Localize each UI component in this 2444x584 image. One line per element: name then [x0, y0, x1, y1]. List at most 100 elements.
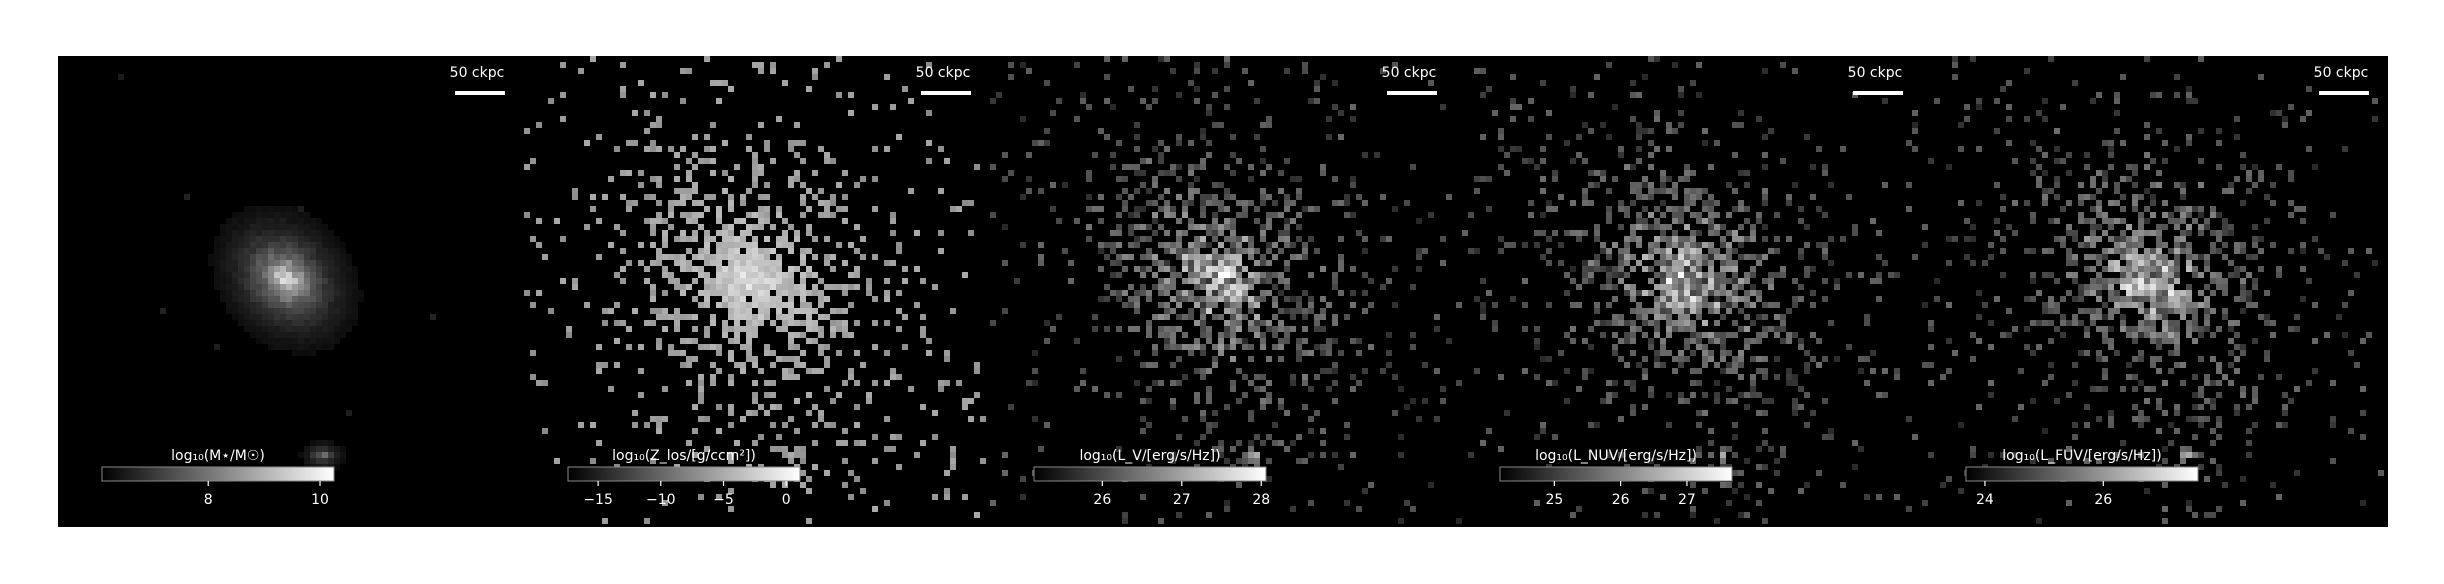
pixel — [1474, 68, 1480, 74]
pixel — [286, 248, 292, 254]
pixel — [1804, 224, 1810, 230]
pixel — [2162, 410, 2168, 416]
pixel — [322, 284, 328, 290]
pixel — [268, 224, 274, 230]
pixel — [524, 164, 530, 170]
pixel — [1988, 254, 1994, 260]
pixel — [674, 308, 680, 314]
pixel — [836, 242, 842, 248]
pixel — [1744, 314, 1750, 320]
pixel — [1552, 434, 1558, 440]
pixel-map — [1456, 56, 1918, 524]
pixel — [280, 206, 286, 212]
pixel — [692, 314, 698, 320]
pixel — [1582, 158, 1588, 164]
pixel — [322, 458, 328, 464]
pixel — [728, 380, 734, 386]
pixel — [1666, 272, 1672, 278]
pixel — [2144, 188, 2150, 194]
pixel — [2030, 320, 2036, 326]
pixel — [2132, 248, 2138, 254]
pixel — [836, 182, 842, 188]
pixel — [1498, 134, 1504, 140]
pixel — [806, 338, 812, 344]
pixel — [824, 260, 830, 266]
pixel — [1290, 308, 1296, 314]
pixel — [2276, 272, 2282, 278]
pixel — [352, 320, 358, 326]
pixel — [596, 440, 602, 446]
pixel — [1970, 332, 1976, 338]
pixel — [2138, 212, 2144, 218]
pixel — [1636, 182, 1642, 188]
pixel — [2102, 278, 2108, 284]
pixel — [1540, 80, 1546, 86]
pixel — [704, 446, 710, 452]
pixel — [1098, 242, 1104, 248]
pixel — [1582, 272, 1588, 278]
pixel — [250, 266, 256, 272]
pixel — [1582, 260, 1588, 266]
pixel — [2162, 200, 2168, 206]
pixel — [2222, 278, 2228, 284]
pixel — [2204, 374, 2210, 380]
pixel — [722, 236, 728, 242]
pixel — [1392, 374, 1398, 380]
pixel — [2168, 272, 2174, 278]
pixel — [728, 278, 734, 284]
pixel — [764, 350, 770, 356]
pixel — [1134, 188, 1140, 194]
pixel — [1368, 344, 1374, 350]
pixel — [1128, 212, 1134, 218]
pixel — [962, 404, 968, 410]
pixel — [220, 236, 226, 242]
pixel — [2138, 272, 2144, 278]
pixel — [2054, 326, 2060, 332]
pixel — [770, 266, 776, 272]
pixel — [304, 266, 310, 272]
pixel — [2252, 302, 2258, 308]
pixel — [250, 236, 256, 242]
pixel — [1032, 140, 1038, 146]
pixel — [1660, 362, 1666, 368]
pixel — [1702, 350, 1708, 356]
pixel — [1618, 224, 1624, 230]
pixel — [1320, 344, 1326, 350]
pixel — [1284, 68, 1290, 74]
pixel — [1678, 236, 1684, 242]
pixel — [818, 332, 824, 338]
pixel — [298, 302, 304, 308]
pixel — [644, 422, 650, 428]
pixel — [1648, 56, 1654, 62]
pixel — [806, 272, 812, 278]
pixel — [1434, 314, 1440, 320]
pixel — [1194, 242, 1200, 248]
pixel — [1356, 350, 1362, 356]
pixel — [704, 194, 710, 200]
pixel — [1122, 512, 1128, 518]
pixel — [2288, 248, 2294, 254]
pixel — [2138, 194, 2144, 200]
pixel — [1684, 296, 1690, 302]
pixel — [1218, 122, 1224, 128]
pixel — [2174, 260, 2180, 266]
pixel — [1308, 98, 1314, 104]
pixel — [232, 272, 238, 278]
pixel — [698, 374, 704, 380]
pixel — [1338, 110, 1344, 116]
pixel — [304, 302, 310, 308]
pixel — [1666, 350, 1672, 356]
pixel — [2240, 392, 2246, 398]
pixel — [830, 422, 836, 428]
pixel — [1200, 350, 1206, 356]
pixel — [1212, 356, 1218, 362]
pixel — [2228, 350, 2234, 356]
pixel — [1804, 362, 1810, 368]
pixel — [232, 284, 238, 290]
pixel — [346, 326, 352, 332]
pixel — [2162, 224, 2168, 230]
pixel — [2054, 218, 2060, 224]
pixel — [1678, 290, 1684, 296]
pixel — [1350, 116, 1356, 122]
pixel — [1678, 110, 1684, 116]
